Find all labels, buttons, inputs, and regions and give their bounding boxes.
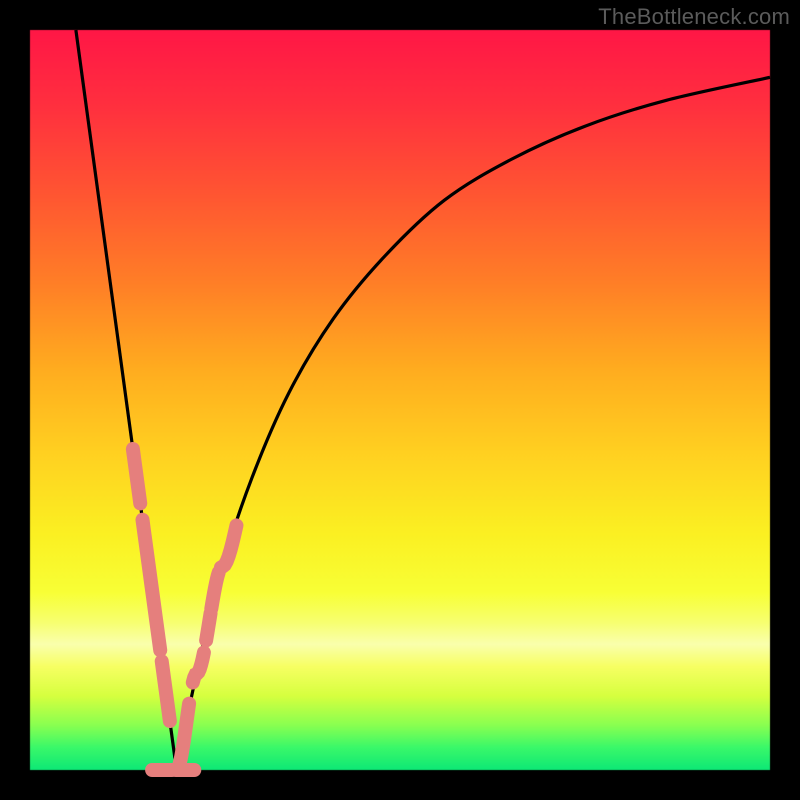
chart-container: TheBottleneck.com bbox=[0, 0, 800, 800]
marker-segment bbox=[184, 704, 189, 741]
marker-segment bbox=[142, 520, 160, 651]
marker-segment bbox=[206, 613, 210, 640]
marker-segment bbox=[162, 661, 170, 721]
chart-overlay bbox=[0, 0, 800, 800]
marker-segment bbox=[211, 572, 218, 608]
curve-right bbox=[177, 77, 770, 770]
marker-segment bbox=[193, 653, 204, 683]
watermark-text: TheBottleneck.com bbox=[598, 4, 790, 30]
marker-segment bbox=[221, 525, 237, 567]
marker-segment bbox=[133, 449, 140, 503]
